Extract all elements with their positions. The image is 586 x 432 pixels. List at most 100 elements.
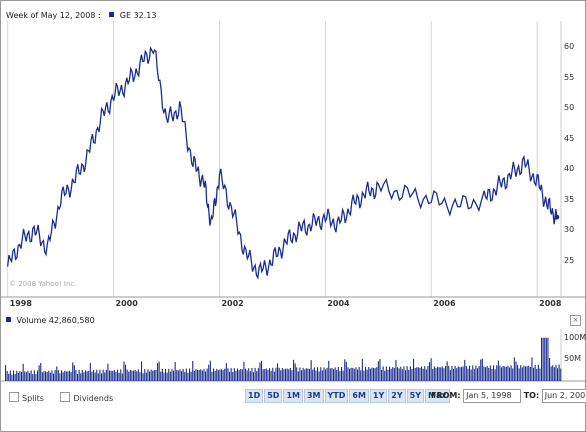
splits-checkbox[interactable] (9, 392, 19, 402)
volume-bar (147, 369, 149, 381)
volume-bar (427, 366, 429, 381)
volume-bar (41, 372, 43, 381)
volume-bar (48, 370, 50, 381)
volume-bar (542, 337, 544, 381)
volume-bar (125, 364, 127, 381)
dividends-checkbox[interactable] (60, 392, 71, 402)
volume-bar (361, 358, 363, 381)
volume-bar (489, 365, 491, 381)
volume-bar (235, 371, 237, 381)
volume-bar (217, 370, 219, 381)
volume-bar (83, 372, 85, 381)
volume-bar (129, 370, 131, 381)
volume-bar (531, 357, 533, 381)
volume-bar (521, 367, 523, 381)
range-button[interactable]: 3M (303, 389, 324, 403)
volume-bar (213, 368, 215, 381)
volume-bar (429, 362, 431, 381)
volume-bar (464, 359, 466, 381)
volume-bar (45, 371, 47, 381)
volume-bar (243, 361, 245, 381)
volume-bar (513, 357, 515, 381)
volume-bar (446, 361, 448, 381)
volume-bar (453, 369, 455, 381)
range-button[interactable]: 5Y (406, 389, 424, 403)
volume-bar (241, 369, 243, 381)
volume-marks (1, 329, 585, 382)
volume-bar (390, 368, 392, 381)
volume-bar (518, 368, 520, 381)
volume-bar (225, 363, 227, 381)
volume-bar (333, 369, 335, 381)
volume-bar (117, 369, 119, 381)
volume-bar (16, 370, 18, 381)
volume-bar (145, 372, 147, 381)
volume-bar (96, 369, 98, 381)
volume-bar (177, 370, 179, 381)
volume-bar (403, 366, 405, 381)
volume-bar (307, 368, 309, 381)
volume-bar (192, 361, 194, 381)
volume-bar (309, 368, 311, 381)
volume-bar (123, 361, 125, 381)
y-tick-label: 60 (564, 42, 575, 52)
volume-bar (501, 367, 503, 381)
volume-bar (409, 366, 411, 381)
volume-bar (558, 364, 560, 381)
volume-bar (133, 370, 135, 381)
volume-bar (440, 367, 442, 381)
range-button[interactable]: Max (425, 389, 450, 403)
volume-bar (121, 373, 123, 381)
volume-bar (97, 373, 99, 381)
volume-bar (256, 371, 258, 381)
from-label: FROM: (431, 391, 461, 400)
to-date-field[interactable]: Jun 2, 2008 (541, 389, 586, 403)
volume-bar (416, 367, 418, 381)
volume-bar (229, 371, 231, 381)
volume-bar (382, 366, 384, 381)
volume-bar (288, 369, 290, 381)
range-button[interactable]: 5D (264, 389, 283, 403)
x-tick-label: 2004 (327, 299, 350, 308)
volume-bar (525, 366, 527, 381)
options-row: Splits Dividends (9, 392, 113, 403)
collapse-volume-icon[interactable]: × (570, 315, 581, 326)
volume-bar (107, 363, 109, 381)
price-chart[interactable] (1, 1, 585, 301)
range-button[interactable]: 6M (349, 389, 369, 403)
volume-bar (280, 370, 282, 381)
range-button[interactable]: 1Y (369, 389, 388, 403)
volume-bar (25, 372, 27, 381)
volume-bar (67, 371, 69, 381)
range-button[interactable]: 1M (283, 389, 303, 403)
volume-bar (456, 368, 458, 381)
volume-bar (331, 367, 333, 381)
volume-bar (296, 367, 298, 381)
range-button[interactable]: 1D (245, 389, 264, 403)
volume-bar (477, 368, 479, 381)
range-buttons: 1D 5D 1M 3M YTD 6M 1Y 2Y 5Y Max (244, 389, 450, 403)
volume-bar (240, 369, 242, 381)
volume-bar (54, 370, 56, 381)
volume-bar (222, 370, 224, 381)
volume-bar (422, 368, 424, 381)
volume-bar (30, 370, 32, 381)
volume-bar (317, 367, 319, 381)
volume-bar (46, 371, 48, 381)
volume-bar (373, 367, 375, 381)
range-button[interactable]: YTD (324, 389, 349, 403)
volume-bar (430, 358, 432, 381)
volume-bar (264, 369, 266, 381)
volume-bar (182, 368, 184, 381)
volume-bar (445, 366, 447, 381)
volume-bar (315, 370, 317, 381)
from-date-field[interactable]: Jan 5, 1998 (463, 389, 522, 403)
volume-bar (246, 370, 248, 381)
volume-bar (483, 366, 485, 381)
range-button[interactable]: 2Y (388, 389, 406, 403)
volume-bar (11, 374, 13, 381)
volume-bar (38, 365, 40, 381)
volume-bar (318, 371, 320, 381)
volume-bar (497, 360, 499, 381)
volume-chart[interactable] (1, 329, 585, 387)
